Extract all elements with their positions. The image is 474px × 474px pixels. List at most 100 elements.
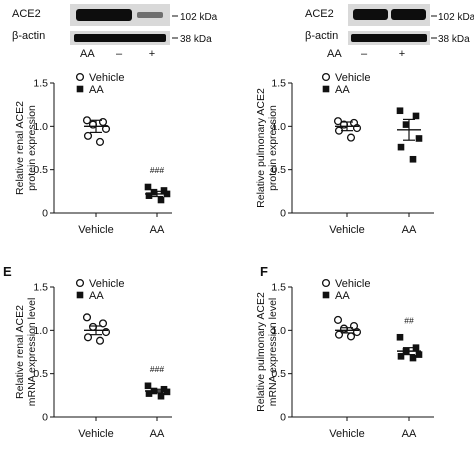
data-point (412, 112, 420, 120)
data-point (98, 319, 108, 328)
data-point (160, 187, 168, 194)
legend-label: Vehicle (89, 72, 124, 84)
data-point (333, 315, 343, 324)
data-point (145, 390, 153, 397)
y-axis-label: Relative renal ACE2 (14, 101, 26, 195)
blot-band-actin (351, 34, 427, 42)
y-tick-label: 0.5 (33, 368, 48, 380)
x-tick-label: AA (402, 428, 417, 440)
legend-marker (321, 72, 331, 82)
y-tick-label: 1.0 (33, 121, 48, 133)
y-tick-label: 1.0 (271, 121, 286, 133)
panel-letter: E (3, 264, 12, 279)
legend-marker (321, 278, 331, 288)
data-point (396, 333, 404, 341)
data-point (82, 116, 92, 125)
legend-label: Vehicle (335, 278, 370, 290)
legend-label: AA (335, 290, 350, 302)
x-tick-label: AA (150, 224, 165, 236)
x-tick-label: Vehicle (78, 224, 113, 236)
x-tick-label: Vehicle (329, 224, 364, 236)
blot-lane-minus: – (116, 48, 123, 60)
data-point (101, 124, 111, 133)
data-point (157, 392, 165, 400)
blot-size-actin: 38 kDa (180, 34, 212, 45)
blot-size-ace2: 102 kDa (438, 12, 474, 23)
y-axis-label: mRNA expression level (26, 298, 38, 407)
legend-marker (75, 278, 85, 288)
data-point (144, 382, 152, 390)
y-axis-label: Relative pulmonary ACE2 (255, 88, 267, 208)
legend-label: Vehicle (89, 278, 124, 290)
legend-marker (322, 85, 330, 93)
data-point (409, 354, 417, 362)
blot-lane-plus: + (399, 48, 405, 60)
blot-ace2-label: ACE2 (12, 8, 41, 20)
blot-ace2-label: ACE2 (305, 8, 334, 20)
blot-actin-label: β-actin (305, 30, 338, 42)
x-tick-label: AA (150, 428, 165, 440)
data-point (83, 131, 93, 140)
data-point (145, 192, 153, 199)
y-axis-label: Relative renal ACE2 (14, 305, 26, 399)
y-axis-label: Relative pulmonary ACE2 (255, 292, 267, 412)
legend-label: AA (89, 84, 104, 96)
significance-label: ### (150, 165, 164, 175)
data-point (412, 344, 420, 351)
blot-actin-label: β-actin (12, 30, 45, 42)
panel-letter: F (260, 264, 268, 279)
data-point (88, 322, 98, 331)
blot-size-ace2: 102 kDa (180, 12, 218, 23)
blot-band-ace2-vehicle (76, 9, 132, 21)
data-point (396, 107, 404, 115)
blot-aa-label: AA (327, 48, 342, 60)
x-tick-label: AA (402, 224, 417, 236)
blot-band-ace2-aa (137, 12, 163, 18)
y-tick-label: 0 (42, 208, 48, 220)
blot-aa-label: AA (80, 48, 95, 60)
significance-label: ### (150, 364, 164, 374)
y-tick-label: 1.5 (33, 78, 48, 90)
data-point (402, 121, 410, 128)
legend-marker (322, 291, 330, 299)
blot-band-ace2-aa (391, 9, 426, 20)
data-point (83, 333, 93, 342)
data-point (95, 336, 105, 345)
legend-label: AA (335, 84, 350, 96)
blot-size-actin: 38 kDa (438, 34, 470, 45)
blot-lane-minus: – (361, 48, 368, 60)
y-tick-label: 0.5 (271, 368, 286, 380)
blot-pulmonary: ACE2 β-actin 102 kDa 38 kDa AA – + (305, 4, 474, 60)
blot-band-actin (74, 34, 166, 42)
data-point (333, 117, 343, 126)
y-axis-label: mRNA expression level (267, 298, 279, 407)
y-tick-label: 1.5 (271, 282, 286, 294)
y-axis-label: protein expression (267, 105, 279, 191)
data-point (346, 332, 356, 341)
data-point (409, 155, 417, 163)
blot-renal: ACE2 β-actin 102 kDa 38 kDa AA – + (12, 4, 218, 60)
legend-marker (76, 291, 84, 299)
x-tick-label: Vehicle (78, 428, 113, 440)
data-point (82, 313, 92, 322)
data-point (95, 137, 105, 146)
legend-label: Vehicle (335, 72, 370, 84)
data-point (397, 353, 405, 360)
y-tick-label: 1.5 (271, 78, 286, 90)
data-point (98, 117, 108, 127)
legend-marker (76, 85, 84, 93)
legend-marker (75, 72, 85, 82)
y-tick-label: 1.0 (271, 325, 286, 337)
x-tick-label: Vehicle (329, 428, 364, 440)
legend-label: AA (89, 290, 104, 302)
data-point (415, 135, 423, 142)
blot-lane-plus: + (149, 48, 155, 60)
data-point (397, 143, 405, 151)
y-tick-label: 0 (42, 412, 48, 424)
significance-label: ## (404, 315, 414, 325)
